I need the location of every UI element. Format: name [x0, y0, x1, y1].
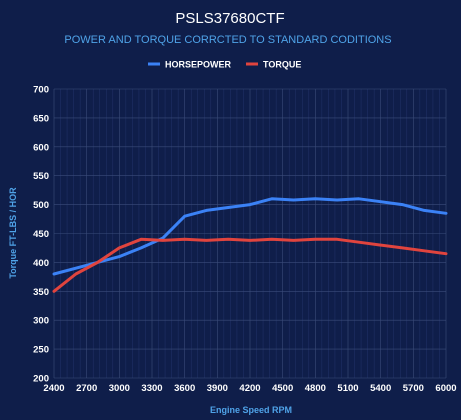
x-tick-label: 5700 [403, 383, 424, 394]
x-tick-label: 5100 [337, 383, 358, 394]
y-tick-label: 400 [33, 258, 49, 269]
y-axis-label: Torque FT-LBS / HOR [8, 187, 18, 279]
x-axis-label: Engine Speed RPM [210, 405, 292, 415]
x-tick-label: 4500 [272, 383, 293, 394]
x-tick-label: 3300 [141, 383, 162, 394]
y-tick-label: 650 [33, 113, 49, 124]
y-tick-label: 450 [33, 229, 49, 240]
y-tick-label: 350 [33, 287, 49, 298]
y-tick-label: 200 [33, 374, 49, 385]
series-line-torque [52, 237, 448, 293]
x-tick-label: 5400 [370, 383, 391, 394]
x-tick-label: 3600 [174, 383, 195, 394]
y-tick-label: 300 [33, 316, 49, 327]
series-line-horsepower [52, 197, 448, 276]
x-tick-label: 3900 [207, 383, 228, 394]
x-tick-label: 3000 [109, 383, 130, 394]
y-tick-label: 700 [33, 85, 49, 96]
chart-subtitle: POWER AND TORQUE CORRCTED TO STANDARD CO… [64, 34, 391, 46]
x-tick-label: 4200 [239, 383, 260, 394]
legend-label-torque: TORQUE [263, 60, 301, 70]
grid [53, 88, 447, 379]
y-tick-label: 500 [33, 200, 49, 211]
x-tick-label: 6000 [435, 383, 456, 394]
x-axis-ticks: 2400 2700 3000 3300 3600 3900 4200 4500 4800 5100… [43, 383, 456, 394]
y-tick-label: 550 [33, 171, 49, 182]
series-lines [52, 197, 448, 293]
x-tick-label: 2700 [76, 383, 97, 394]
x-tick-label: 2400 [43, 383, 64, 394]
y-tick-label: 250 [33, 345, 49, 356]
chart-title: PSLS37680CTF [175, 10, 284, 27]
legend: HORSEPOWER TORQUE [148, 60, 301, 70]
legend-label-horsepower: HORSEPOWER [165, 60, 232, 70]
y-axis-ticks: 200 250 300 350 400 450 500 550 600 650 700 [33, 85, 49, 385]
y-tick-label: 600 [33, 142, 49, 153]
x-tick-label: 4800 [305, 383, 326, 394]
